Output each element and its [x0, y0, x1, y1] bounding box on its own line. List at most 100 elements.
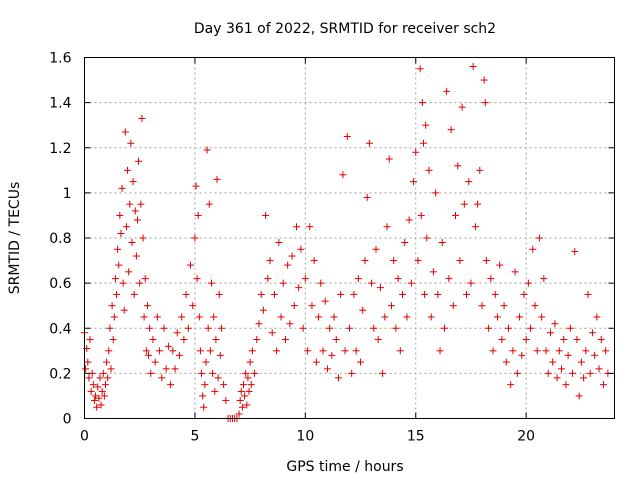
- data-point: [236, 396, 244, 404]
- data-point: [103, 358, 111, 366]
- data-point: [162, 365, 170, 373]
- data-point: [93, 403, 101, 411]
- data-point: [118, 184, 126, 192]
- data-point: [361, 257, 369, 265]
- data-point: [317, 279, 325, 287]
- data-point: [407, 279, 415, 287]
- data-point: [423, 234, 431, 242]
- data-point: [354, 275, 362, 283]
- data-point: [341, 347, 349, 355]
- data-point: [520, 290, 528, 298]
- data-point: [136, 279, 144, 287]
- data-point: [134, 216, 141, 224]
- data-point: [288, 252, 296, 260]
- data-point: [147, 369, 155, 377]
- data-point: [101, 381, 109, 389]
- data-point: [169, 347, 177, 355]
- data-point: [125, 268, 133, 276]
- data-point: [184, 324, 192, 332]
- data-point: [262, 211, 270, 219]
- data-point: [279, 279, 287, 287]
- data-point: [244, 374, 252, 382]
- data-point: [352, 347, 360, 355]
- data-point: [110, 313, 118, 321]
- data-point: [242, 369, 250, 377]
- data-point: [107, 365, 115, 373]
- data-point: [206, 347, 214, 355]
- y-tick-label: 1.2: [49, 141, 71, 157]
- data-point: [143, 302, 151, 310]
- data-point: [211, 387, 219, 395]
- data-point: [264, 275, 272, 283]
- data-point: [100, 392, 108, 400]
- data-point: [156, 347, 164, 355]
- data-point: [602, 347, 610, 355]
- data-point: [419, 139, 427, 147]
- data-point: [507, 381, 515, 389]
- data-point: [323, 365, 331, 373]
- data-point: [544, 369, 552, 377]
- data-point: [128, 239, 136, 247]
- data-point: [202, 358, 210, 366]
- data-point: [447, 126, 455, 134]
- data-point: [158, 374, 166, 382]
- data-point: [454, 162, 462, 170]
- data-point: [527, 324, 535, 332]
- data-point: [293, 223, 300, 231]
- data-point: [562, 381, 570, 389]
- data-point: [129, 178, 137, 186]
- data-point: [586, 369, 594, 377]
- data-point: [368, 279, 376, 287]
- data-point: [599, 381, 607, 389]
- data-point: [238, 403, 246, 411]
- data-point: [493, 313, 501, 321]
- x-tick-label: 0: [80, 429, 89, 445]
- data-point: [422, 121, 430, 129]
- y-tick-label: 1.4: [49, 96, 71, 112]
- data-point: [580, 374, 588, 382]
- data-point: [445, 275, 453, 283]
- data-point: [350, 290, 358, 298]
- data-point: [99, 369, 107, 377]
- data-point: [259, 306, 267, 314]
- data-point: [480, 76, 488, 84]
- data-point: [131, 207, 139, 215]
- data-point: [560, 336, 568, 344]
- data-point: [443, 87, 451, 95]
- data-point: [573, 336, 581, 344]
- data-point: [396, 347, 404, 355]
- axis-ticks: [84, 57, 615, 419]
- y-tick-label: 1: [63, 186, 72, 202]
- data-point: [553, 374, 561, 382]
- data-point: [334, 374, 342, 382]
- data-point: [268, 329, 276, 337]
- data-point: [387, 302, 395, 310]
- data-point: [339, 171, 347, 179]
- data-point: [213, 175, 221, 183]
- data-point: [357, 358, 365, 366]
- data-point: [434, 290, 442, 298]
- data-point: [193, 275, 201, 283]
- data-point: [246, 358, 254, 366]
- data-point: [491, 290, 499, 298]
- data-point: [109, 336, 117, 344]
- data-point: [405, 216, 413, 224]
- y-tick-label: 0.2: [49, 366, 71, 382]
- data-point: [558, 365, 565, 373]
- data-point: [203, 146, 211, 154]
- data-point: [297, 245, 305, 253]
- data-point: [194, 211, 202, 219]
- data-point: [86, 336, 94, 344]
- data-point: [145, 351, 153, 359]
- data-point: [205, 200, 213, 208]
- data-point: [412, 148, 420, 156]
- data-point: [116, 211, 124, 219]
- x-axis-label: GPS time / hours: [286, 459, 403, 475]
- data-point: [192, 182, 200, 190]
- data-point: [178, 313, 186, 321]
- data-point: [337, 290, 345, 298]
- data-point: [138, 114, 146, 122]
- data-point: [153, 313, 161, 321]
- data-point: [538, 313, 546, 321]
